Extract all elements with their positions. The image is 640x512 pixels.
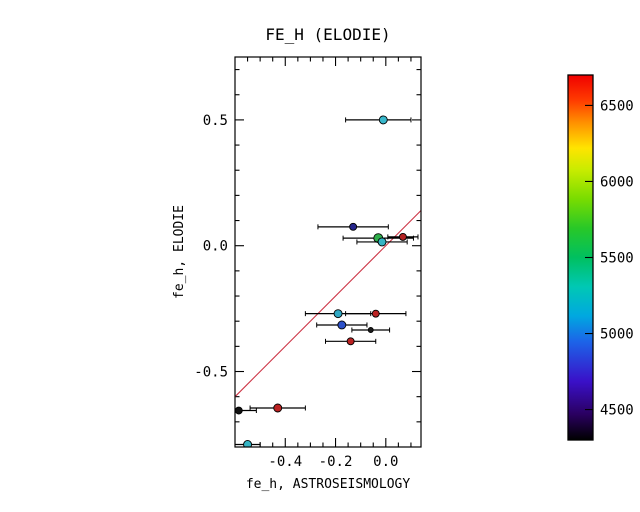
data-point <box>398 232 407 241</box>
colorbar-frame <box>567 74 594 441</box>
colorbar-tick-label: 6500 <box>600 98 634 114</box>
x-axis-label: fe_h, ASTROSEISMOLOGY <box>246 477 411 492</box>
x-tick-label: -0.2 <box>319 454 353 470</box>
data-point <box>349 222 358 231</box>
data-point <box>243 440 253 447</box>
y-tick-label: 0.0 <box>203 239 228 255</box>
data-point <box>337 320 347 330</box>
data-layer <box>235 115 421 447</box>
data-point <box>371 309 380 318</box>
chart-title: FE_H (ELODIE) <box>265 25 390 44</box>
y-axis-label: fe_h, ELODIE <box>172 205 187 299</box>
colorbar-tick-label: 4500 <box>600 403 634 419</box>
data-point <box>273 403 283 413</box>
x-tick-label: 0.0 <box>373 454 398 470</box>
frame-layer <box>234 56 422 448</box>
data-point <box>346 337 355 346</box>
colorbar-tick-label: 6000 <box>600 174 634 190</box>
axes-layer: -0.4 -0.2 0.0 0.5 0.0 -0.5 <box>194 57 421 470</box>
plot-frame <box>234 56 422 448</box>
data-point <box>333 309 343 319</box>
colorbar-tick-label: 5500 <box>600 251 634 267</box>
data-point <box>235 406 243 415</box>
data-point <box>377 237 387 247</box>
data-point <box>378 115 388 125</box>
data-point <box>367 327 374 333</box>
colorbar: 4500 5000 5500 6000 6500 <box>567 74 634 441</box>
y-tick-label: -0.5 <box>194 365 228 381</box>
colorbar-tick-label: 5000 <box>600 327 634 343</box>
x-tick-label: -0.4 <box>268 454 302 470</box>
y-tick-label: 0.5 <box>203 113 228 129</box>
